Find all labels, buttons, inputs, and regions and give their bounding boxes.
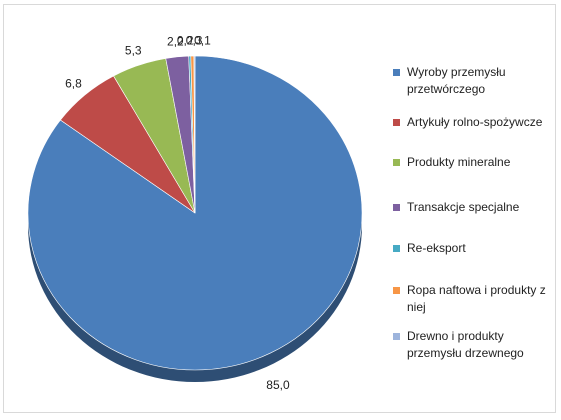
pie-slices bbox=[27, 55, 363, 382]
legend-label-5: Ropa naftowa i produkty z niej bbox=[407, 283, 546, 314]
pie-slice-6 bbox=[193, 55, 196, 214]
legend-swatch-2 bbox=[393, 159, 400, 166]
legend-swatch-5 bbox=[393, 287, 400, 294]
legend-item-4: Re-eksport bbox=[393, 240, 553, 257]
legend-item-1: Artykuły rolno-spożywcze bbox=[393, 114, 553, 131]
data-label-5: 0,3 bbox=[186, 33, 203, 47]
data-label-0: 85,0 bbox=[266, 378, 290, 392]
legend-item-5: Ropa naftowa i produkty z niej bbox=[393, 282, 553, 316]
legend-label-2: Produkty mineralne bbox=[407, 155, 511, 169]
legend-label-0: Wyroby przemysłu przetwórczego bbox=[407, 65, 506, 96]
legend-label-4: Re-eksport bbox=[407, 241, 466, 255]
legend-swatch-3 bbox=[393, 204, 400, 211]
data-label-6: 0,1 bbox=[194, 33, 211, 47]
legend-swatch-1 bbox=[393, 119, 400, 126]
legend-label-6: Drewno i produkty przemysłu drzewnego bbox=[407, 329, 524, 360]
legend-swatch-6 bbox=[393, 333, 400, 340]
data-label-2: 5,3 bbox=[125, 43, 142, 57]
legend-item-2: Produkty mineralne bbox=[393, 154, 553, 171]
legend-label-3: Transakcje specjalne bbox=[407, 200, 520, 214]
data-labels: 85,0 6,8 5,3 2,20,20,30,1 bbox=[65, 33, 290, 392]
legend-item-6: Drewno i produkty przemysłu drzewnego bbox=[393, 328, 553, 362]
data-label-4: 0,2 bbox=[177, 33, 194, 47]
data-label-3: 2,2 bbox=[167, 34, 184, 48]
legend-item-3: Transakcje specjalne bbox=[393, 199, 553, 216]
legend-swatch-4 bbox=[393, 245, 400, 252]
legend-swatch-0 bbox=[393, 69, 400, 76]
data-label-1: 6,8 bbox=[65, 77, 82, 91]
legend-item-0: Wyroby przemysłu przetwórczego bbox=[393, 64, 553, 98]
legend-label-1: Artykuły rolno-spożywcze bbox=[407, 115, 543, 129]
